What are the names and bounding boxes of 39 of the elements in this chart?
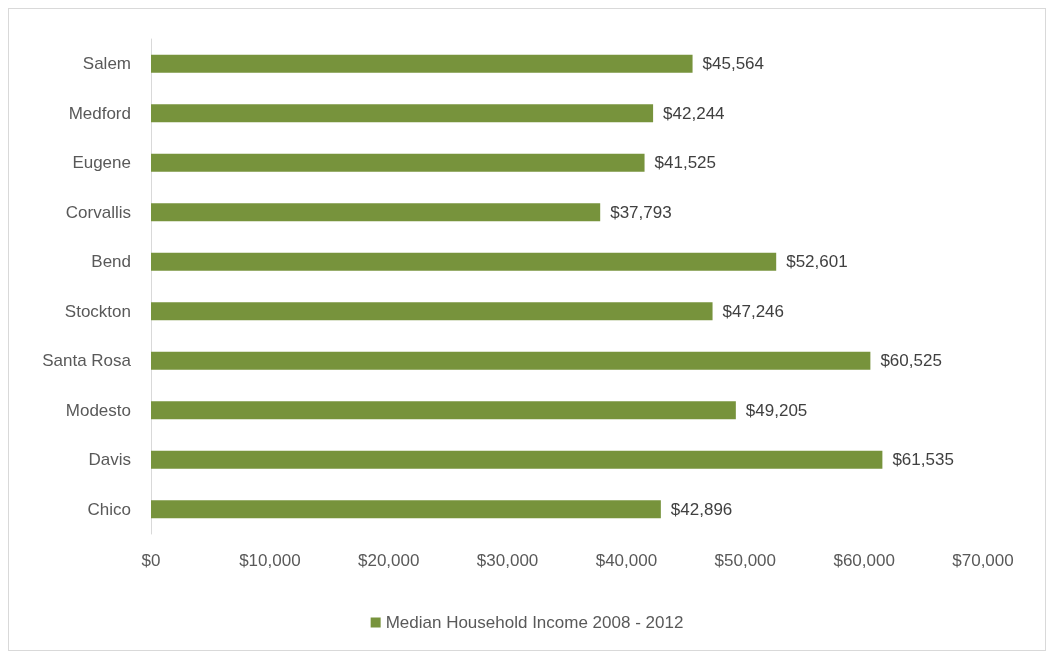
x-tick-label: $50,000 — [714, 551, 777, 570]
x-tick-label: $40,000 — [595, 551, 658, 570]
x-tick-label: $70,000 — [952, 551, 1014, 570]
x-tick-label: $20,000 — [357, 551, 420, 570]
y-tick-label: Medford — [68, 103, 131, 123]
data-label: $61,535 — [892, 450, 954, 470]
bar — [151, 54, 693, 73]
y-tick-label: Chico — [87, 499, 131, 519]
x-tick-label: $0 — [141, 551, 161, 570]
bar — [151, 252, 777, 271]
data-label: $41,525 — [654, 153, 717, 173]
y-tick-label: Davis — [88, 450, 131, 470]
x-tick-label: $30,000 — [476, 551, 539, 570]
y-tick-label: Salem — [82, 54, 131, 74]
legend-label: Median Household Income 2008 - 2012 — [385, 613, 684, 632]
y-tick-label: Santa Rosa — [42, 351, 132, 371]
bar — [151, 450, 883, 469]
data-label: $52,601 — [786, 252, 848, 272]
x-tick-label: $10,000 — [239, 551, 301, 570]
bar — [151, 153, 645, 172]
bar — [151, 203, 601, 222]
bar — [151, 302, 713, 321]
data-label: $42,244 — [663, 103, 725, 123]
bar — [151, 500, 661, 519]
data-label: $47,246 — [722, 301, 785, 321]
y-tick-label: Stockton — [64, 301, 131, 321]
bar — [151, 401, 736, 420]
data-label: $49,205 — [745, 400, 808, 420]
y-tick-label: Bend — [91, 252, 131, 272]
y-tick-label: Modesto — [65, 400, 131, 420]
bar — [151, 351, 871, 370]
data-label: $42,896 — [670, 499, 733, 519]
x-tick-label: $60,000 — [833, 551, 895, 570]
bar — [151, 104, 654, 123]
data-label: $45,564 — [702, 54, 765, 74]
y-tick-label: Eugene — [72, 153, 131, 173]
y-tick-label: Corvallis — [65, 202, 131, 222]
data-label: $60,525 — [880, 351, 942, 371]
data-label: $37,793 — [610, 202, 672, 222]
